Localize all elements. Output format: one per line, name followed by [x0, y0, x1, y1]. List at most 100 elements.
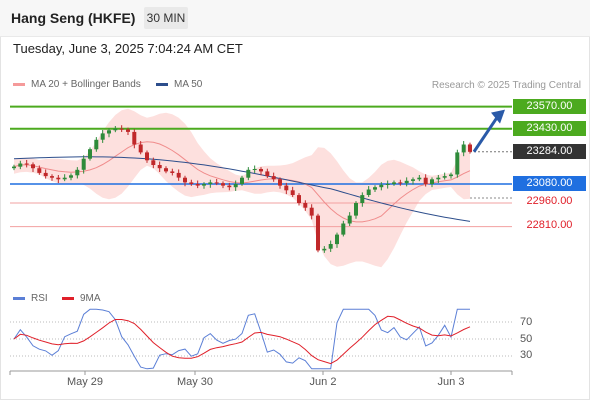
candle-body	[164, 168, 168, 172]
rsi-panel	[10, 308, 512, 370]
candle-body	[468, 144, 472, 152]
candle-body	[12, 166, 16, 169]
rsi-legend-9ma: 9MA	[62, 293, 101, 304]
candle-body	[265, 171, 270, 177]
candle-body	[379, 184, 384, 188]
candles	[12, 125, 472, 253]
candle-body	[43, 172, 48, 177]
candle-body	[246, 169, 251, 178]
candle-body	[316, 215, 320, 251]
ma20-swatch	[13, 82, 25, 86]
rsi-tick-70: 70	[520, 316, 533, 328]
candle-body	[75, 169, 80, 176]
candle-body	[100, 133, 105, 140]
forecast-arrow	[472, 109, 505, 153]
candle-body	[37, 168, 42, 173]
candle-body	[392, 182, 396, 184]
candle-body	[455, 152, 460, 175]
candle-body	[94, 139, 99, 150]
legend-label: 9MA	[80, 293, 101, 304]
candle-body	[373, 187, 377, 190]
level-last-price: 23284.00	[513, 144, 586, 159]
candle-body	[145, 152, 149, 161]
candle-body	[252, 169, 257, 170]
candle-body	[404, 180, 409, 184]
candle-body	[290, 190, 295, 195]
legend-label: MA 50	[174, 79, 203, 90]
candle-body	[132, 131, 137, 145]
candle-body	[259, 169, 263, 172]
rsi-swatch	[13, 296, 25, 300]
candle-body	[335, 234, 339, 245]
candle-body	[366, 189, 371, 195]
candle-body	[233, 184, 238, 188]
candle-body	[31, 164, 35, 169]
chart-header: Hang Seng (HKFE) 30 MIN	[0, 0, 590, 37]
9ma-swatch	[62, 296, 74, 300]
rsi-9ma-line	[13, 315, 471, 365]
legend-ma20: MA 20 + Bollinger Bands	[13, 79, 141, 90]
rsi-tick-50: 50	[520, 333, 533, 345]
candle-body	[423, 177, 428, 184]
x-label-jun2: Jun 2	[309, 376, 337, 388]
candle-body	[107, 130, 111, 134]
legend-label: MA 20 + Bollinger Bands	[31, 79, 141, 90]
level-22810: 22810.00	[526, 219, 573, 231]
candle-body	[271, 176, 276, 180]
candle-body	[151, 160, 156, 165]
candle-body	[157, 165, 162, 169]
candle-body	[24, 163, 29, 165]
candle-body	[328, 244, 333, 249]
legend-ma50: MA 50	[156, 79, 202, 90]
candle-body	[461, 144, 466, 153]
candle-body	[138, 144, 143, 153]
candle-body	[309, 207, 314, 216]
candle-body	[278, 179, 282, 186]
candle-body	[69, 175, 73, 178]
timeframe-badge[interactable]: 30 MIN	[144, 7, 188, 29]
candle-body	[56, 177, 61, 180]
candle-body	[322, 248, 327, 251]
candle-body	[81, 158, 86, 170]
candle-body	[119, 128, 124, 130]
candle-body	[417, 177, 422, 180]
candle-body	[303, 203, 308, 208]
candle-body	[385, 184, 390, 185]
rsi-line	[13, 308, 470, 370]
level-23080: 23080.00	[513, 176, 586, 191]
chart-datetime: Tuesday, June 3, 2025 7:04:24 AM CET	[13, 41, 243, 56]
level-22960: 22960.00	[526, 195, 573, 207]
candle-body	[189, 182, 194, 184]
candle-body	[436, 177, 441, 180]
candle-body	[341, 223, 346, 235]
candle-body	[284, 185, 289, 191]
level-23430: 23430.00	[513, 121, 586, 136]
forecast-arrow-shaft	[472, 113, 501, 153]
candle-body	[347, 215, 352, 224]
candle-body	[442, 176, 447, 178]
candle-body	[360, 195, 365, 203]
candle-body	[227, 185, 232, 188]
x-label-may30: May 30	[176, 376, 214, 388]
candle-body	[208, 182, 213, 184]
candle-body	[398, 182, 403, 184]
candle-body	[430, 179, 434, 184]
candle-body	[195, 184, 200, 186]
candle-body	[126, 129, 130, 132]
candle-body	[449, 174, 453, 177]
instrument-title: Hang Seng (HKFE)	[11, 10, 136, 26]
rsi-legend-rsi: RSI	[13, 293, 48, 304]
x-axis	[9, 370, 513, 375]
forecast-arrow-head	[491, 109, 505, 124]
candle-body	[176, 172, 181, 178]
level-23570: 23570.00	[513, 99, 586, 114]
candle-body	[411, 179, 415, 181]
rsi-tick-30: 30	[520, 349, 533, 361]
candle-body	[183, 177, 187, 183]
credit-text: Research © 2025 Trading Central	[431, 80, 581, 91]
candle-body	[50, 176, 54, 178]
x-label-jun3: Jun 3	[437, 376, 465, 388]
candle-body	[18, 163, 23, 167]
candle-body	[214, 182, 219, 184]
bollinger-band	[14, 108, 470, 268]
